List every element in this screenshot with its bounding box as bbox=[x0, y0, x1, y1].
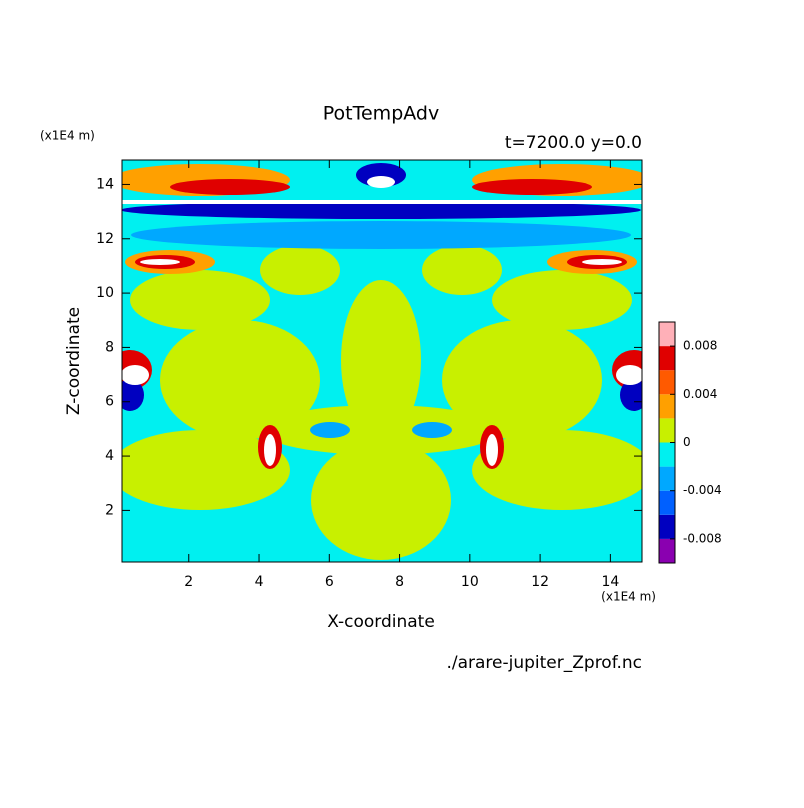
colorbar-tick-label: 0 bbox=[683, 435, 691, 449]
contour-field bbox=[122, 160, 642, 562]
y-tick-label: 4 bbox=[105, 448, 114, 464]
colorbar-cell bbox=[659, 466, 675, 491]
colorbar-cell bbox=[659, 514, 675, 539]
subtitle: t=7200.0 y=0.0 bbox=[505, 133, 642, 153]
colorbar-cell bbox=[659, 442, 675, 467]
y-tick-label: 10 bbox=[96, 285, 114, 301]
colorbar-cell bbox=[659, 346, 675, 371]
y-tick-label: 2 bbox=[105, 502, 114, 518]
chart-title: PotTempAdv bbox=[323, 103, 439, 125]
colorbar-cell bbox=[659, 370, 675, 395]
x-tick-label: 2 bbox=[184, 574, 193, 590]
colorbar-cell bbox=[659, 322, 675, 347]
y-tick-label: 8 bbox=[105, 339, 114, 355]
x-tick-label: 4 bbox=[255, 574, 264, 590]
colorbar-tick-label: 0.004 bbox=[683, 387, 717, 401]
x-tick-label: 14 bbox=[601, 574, 619, 590]
y-axis-label: Z-coordinate bbox=[64, 307, 84, 415]
x-tick-label: 10 bbox=[461, 574, 479, 590]
colorbar-cell bbox=[659, 394, 675, 419]
x-axis-label: X-coordinate bbox=[327, 612, 435, 632]
source-file: ./arare-jupiter_Zprof.nc bbox=[446, 653, 642, 673]
x-tick-label: 6 bbox=[325, 574, 334, 590]
x-unit: (x1E4 m) bbox=[601, 590, 656, 604]
colorbar-cell bbox=[659, 418, 675, 443]
x-tick-label: 12 bbox=[531, 574, 549, 590]
y-tick-label: 14 bbox=[96, 176, 114, 192]
plot-frame bbox=[121, 159, 643, 563]
colorbar-tick-label: -0.004 bbox=[683, 483, 722, 497]
colorbar-tick-label: -0.008 bbox=[683, 531, 722, 545]
y-unit: (x1E4 m) bbox=[40, 129, 95, 143]
colorbar-cell bbox=[659, 538, 675, 563]
y-tick-label: 6 bbox=[105, 394, 114, 410]
x-tick-label: 8 bbox=[395, 574, 404, 590]
y-tick-label: 12 bbox=[96, 231, 114, 247]
colorbar-tick-label: 0.008 bbox=[683, 339, 717, 353]
colorbar-cell bbox=[659, 490, 675, 515]
